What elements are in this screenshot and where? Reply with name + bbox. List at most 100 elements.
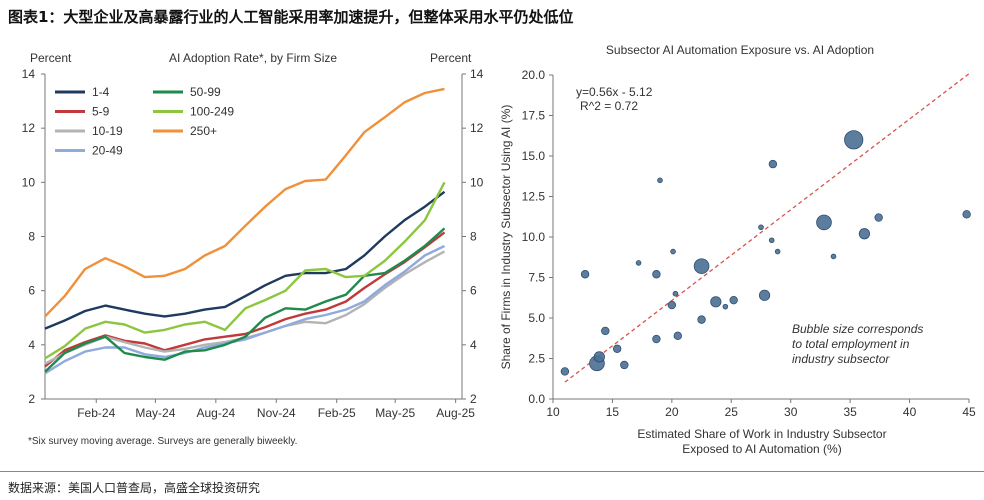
x-tick-label: May-25 <box>375 406 415 420</box>
bubble-point <box>816 214 832 231</box>
series-line-250+ <box>44 87 445 318</box>
series-line-20-49 <box>44 244 446 375</box>
line-chart-footnote: *Six survey moving average. Surveys are … <box>28 436 297 447</box>
legend-label-100-249: 100-249 <box>190 105 234 119</box>
x-tick-label: Aug-24 <box>196 406 235 420</box>
scatter-x-tick-label: 35 <box>843 405 857 419</box>
right-y-tick-label: 2 <box>470 392 477 406</box>
scatter-annotation-line-3: industry subsector <box>792 352 890 366</box>
bubble-point <box>693 258 710 274</box>
scatter-title: Subsector AI Automation Exposure vs. AI … <box>606 43 874 57</box>
bubble-point <box>652 334 661 344</box>
scatter-y-tick-label: 15.0 <box>522 149 546 163</box>
bubble-point <box>667 300 677 310</box>
bubble-point <box>768 237 775 244</box>
source-note: 数据来源：美国人口普查局，高盛全球投资研究 <box>8 481 261 495</box>
x-tick-label: Feb-24 <box>77 406 115 420</box>
scatter-annotation-line-1: Bubble size corresponds <box>792 322 923 336</box>
scatter-x-tick-label: 40 <box>903 405 917 419</box>
scatter-x-tick-label: 15 <box>606 405 620 419</box>
bubble-point <box>580 270 590 279</box>
legend-label-250+: 250+ <box>190 124 217 138</box>
left-y-tick-label: 10 <box>22 175 36 189</box>
bubble-point <box>697 315 706 324</box>
scatter-equation: y=0.56x - 5.12 <box>576 85 653 99</box>
figure-title: 图表1：大型企业及高暴露行业的人工智能采用率加速提升，但整体采用水平仍处低位 <box>8 8 574 26</box>
scatter-y-tick-label: 10.0 <box>522 230 546 244</box>
legend-label-50-99: 50-99 <box>190 85 221 99</box>
bubble-point <box>635 260 642 266</box>
bubble-point <box>758 224 764 231</box>
scatter-y-tick-label: 0.0 <box>528 392 545 406</box>
bubble-point <box>672 290 679 297</box>
series-line-50-99 <box>44 227 446 373</box>
legend-label-10-19: 10-19 <box>92 124 123 138</box>
scatter-x-tick-label: 30 <box>784 405 798 419</box>
bubble-point <box>768 159 778 169</box>
scatter-x-label-line-1: Estimated Share of Work in Industry Subs… <box>637 427 886 441</box>
right-y-tick-label: 12 <box>470 121 484 135</box>
bubble-point <box>670 248 676 255</box>
trendline <box>564 73 970 383</box>
left-y-tick-label: 6 <box>28 284 35 298</box>
bubble-point <box>774 248 781 255</box>
bubble-point <box>722 303 729 310</box>
legend-label-20-49: 20-49 <box>92 144 123 158</box>
scatter-r-squared: R^2 = 0.72 <box>580 99 638 113</box>
right-y-tick-label: 4 <box>470 338 477 352</box>
right-y-tick-label: 8 <box>470 230 477 244</box>
scatter-x-label-line-2: Exposed to AI Automation (%) <box>682 442 841 456</box>
bubble-point <box>601 326 610 336</box>
series-line-5-9 <box>44 231 446 368</box>
bubble-point <box>844 130 864 150</box>
series-line-10-19 <box>44 250 446 365</box>
scatter-x-tick-label: 20 <box>665 405 679 419</box>
x-tick-label: May-24 <box>135 406 175 420</box>
x-tick-label: Feb-25 <box>318 406 356 420</box>
left-y-axis-label: Percent <box>30 51 72 65</box>
bubble-point <box>830 253 837 260</box>
legend-label-1-4: 1-4 <box>92 85 110 99</box>
scatter-y-label: Share of Firms in Industry Subsector Usi… <box>499 105 513 370</box>
bubble-point <box>874 213 883 222</box>
scatter-y-tick-label: 7.5 <box>528 271 545 285</box>
scatter-y-tick-label: 5.0 <box>528 311 545 325</box>
bubble-point <box>673 331 682 341</box>
scatter-x-tick-label: 10 <box>546 405 560 419</box>
scatter-y-tick-label: 2.5 <box>528 352 545 366</box>
bubble-point <box>657 177 663 184</box>
bubble-point <box>858 228 871 240</box>
bubble-point <box>962 210 971 219</box>
left-y-tick-label: 2 <box>28 392 35 406</box>
bubble-point <box>758 289 771 301</box>
x-tick-label: Nov-24 <box>257 406 296 420</box>
bubble-point <box>593 351 605 363</box>
series-line-100-249 <box>44 181 446 360</box>
scatter-y-tick-label: 20.0 <box>522 68 546 82</box>
bubble-point <box>710 296 722 308</box>
line-chart-title: AI Adoption Rate*, by Firm Size <box>169 51 337 65</box>
left-y-tick-label: 4 <box>28 338 35 352</box>
bubble-point <box>729 295 738 305</box>
scatter-annotation-line-2: to total employment in <box>792 337 910 351</box>
right-y-axis-label: Percent <box>430 51 472 65</box>
bubble-point <box>612 344 622 353</box>
bubble-point <box>620 360 629 370</box>
left-y-tick-label: 14 <box>22 67 36 81</box>
right-y-tick-label: 14 <box>470 67 484 81</box>
scatter-x-tick-label: 25 <box>725 405 739 419</box>
scatter-y-tick-label: 12.5 <box>522 190 546 204</box>
left-y-tick-label: 12 <box>22 121 36 135</box>
footer-divider <box>0 471 984 472</box>
scatter-y-tick-label: 17.5 <box>522 109 546 123</box>
bubble-point <box>560 367 570 376</box>
right-y-tick-label: 10 <box>470 175 484 189</box>
bubble-point <box>652 270 661 279</box>
right-y-tick-label: 6 <box>470 284 477 298</box>
x-tick-label: Aug-25 <box>436 406 475 420</box>
scatter-x-tick-label: 45 <box>962 405 976 419</box>
charts-svg: Percent Percent AI Adoption Rate*, by Fi… <box>22 43 976 456</box>
series-line-1-4 <box>44 190 446 330</box>
legend-label-5-9: 5-9 <box>92 105 110 119</box>
left-y-tick-label: 8 <box>28 230 35 244</box>
